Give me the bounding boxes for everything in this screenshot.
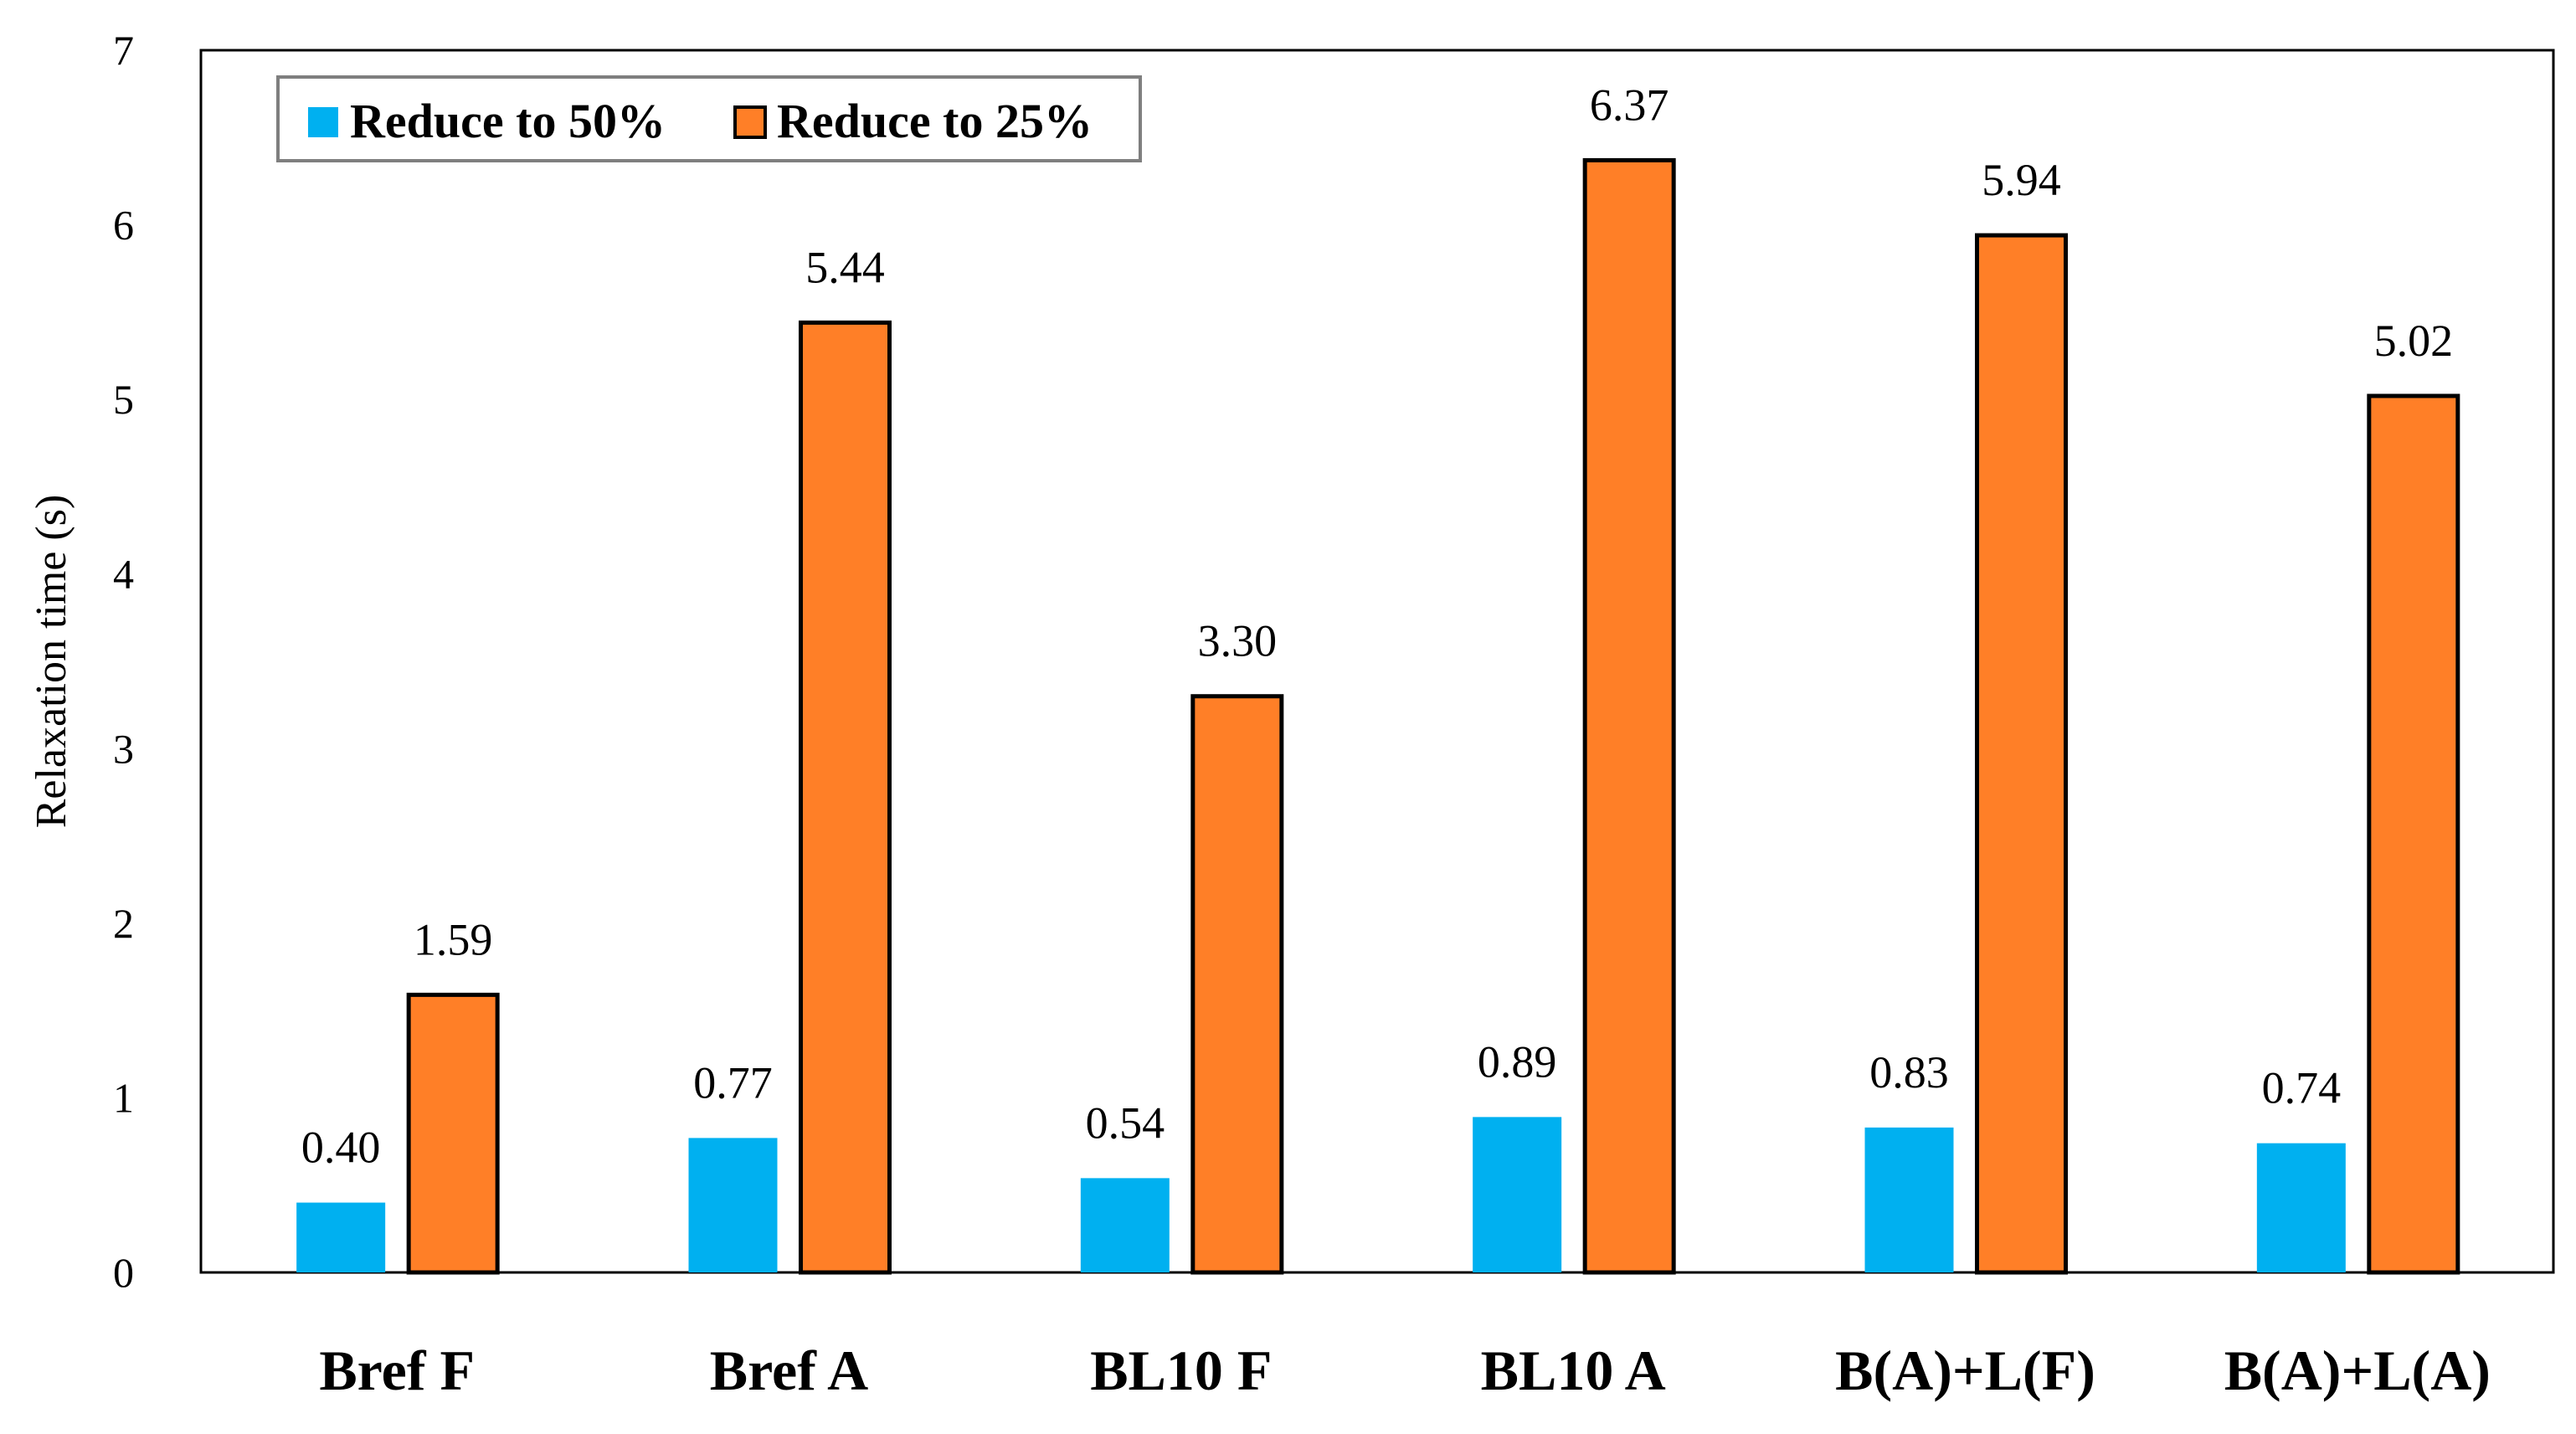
value-label: 0.83	[1869, 1047, 1949, 1097]
bar-reduce-50	[2256, 1143, 2346, 1272]
y-tick-label: 1	[113, 1074, 134, 1121]
bar-reduce-25	[2367, 393, 2460, 1275]
legend-swatch-reduce-50	[308, 107, 338, 137]
value-label: 3.30	[1198, 616, 1278, 666]
y-tick-label: 7	[113, 27, 134, 74]
y-tick-label: 2	[113, 900, 134, 947]
bar-reduce-50	[688, 1138, 778, 1272]
bar-reduce-25	[1190, 694, 1284, 1275]
value-label: 0.77	[693, 1057, 773, 1108]
category-labels-group: Bref F Bref A BL10 F BL10 A B(A)+L(F) B(A)+L(…	[319, 1339, 2491, 1402]
bar-reduce-50	[1080, 1178, 1170, 1272]
bar-reduce-25	[1582, 157, 1676, 1275]
category-label: BL10 A	[1481, 1339, 1666, 1402]
bar-reduce-25	[1975, 233, 2068, 1275]
legend-label-reduce-25: Reduce to 25%	[777, 94, 1093, 148]
bar-reduce-50	[1864, 1127, 1954, 1272]
bars-group	[296, 157, 2460, 1275]
category-label: Bref F	[319, 1339, 475, 1402]
category-label: B(A)+L(F)	[1835, 1339, 2095, 1402]
y-axis-title: Relaxation time (s)	[28, 495, 75, 829]
y-tick-label: 5	[113, 376, 134, 423]
value-label: 5.94	[1982, 155, 2061, 205]
category-label: Bref A	[710, 1339, 869, 1402]
bar-reduce-25	[406, 992, 500, 1275]
y-tick-label: 0	[113, 1249, 134, 1296]
y-tick-label: 6	[113, 202, 134, 249]
value-label: 0.40	[301, 1123, 381, 1173]
y-axis-ticks: 0 1 2 3 4 5 6 7	[113, 27, 134, 1296]
bar-reduce-25	[799, 320, 892, 1275]
value-label: 5.44	[805, 242, 885, 292]
value-label: 1.59	[414, 914, 493, 964]
y-tick-label: 3	[113, 725, 134, 772]
y-tick-label: 4	[113, 551, 134, 598]
value-labels-group: 0.40 1.59 0.77 5.44 0.54 3.30 0.89 6.37 0.83 5.94…	[301, 80, 2453, 1172]
bar-reduce-50	[1473, 1117, 1562, 1272]
value-label: 0.89	[1478, 1036, 1557, 1087]
legend: Reduce to 50% Reduce to 25%	[276, 75, 1142, 162]
value-label: 0.74	[2262, 1063, 2342, 1113]
category-label: B(A)+L(A)	[2224, 1339, 2491, 1402]
value-label: 6.37	[1590, 80, 1669, 130]
value-label: 5.02	[2374, 316, 2454, 366]
bar-reduce-50	[296, 1202, 386, 1272]
legend-box	[276, 75, 1142, 162]
plot-frame	[199, 49, 2555, 1274]
category-label: BL10 F	[1090, 1339, 1272, 1402]
legend-label-reduce-50: Reduce to 50%	[350, 94, 666, 148]
legend-swatch-reduce-25	[733, 105, 767, 139]
value-label: 0.54	[1086, 1097, 1165, 1148]
